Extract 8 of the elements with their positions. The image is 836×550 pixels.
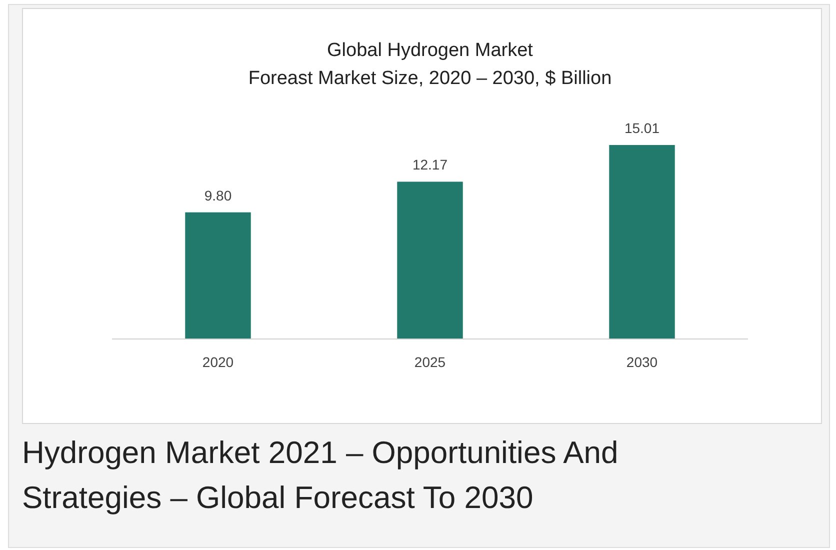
x-tick-label: 2030 bbox=[626, 354, 658, 370]
data-label: 15.01 bbox=[624, 120, 660, 136]
x-tick-label: 2020 bbox=[202, 354, 234, 370]
data-label: 12.17 bbox=[412, 156, 448, 173]
data-label: 9.80 bbox=[204, 187, 232, 204]
x-tick-label: 2025 bbox=[414, 354, 446, 370]
chart-title: Global Hydrogen Market Foreast Market Size, 2020 – 2030, $ Billion bbox=[248, 40, 612, 89]
text: Hydrogen Market 2021 – Opportunities And Strategies – Global Forecast To 2030 bbox=[22, 434, 620, 517]
